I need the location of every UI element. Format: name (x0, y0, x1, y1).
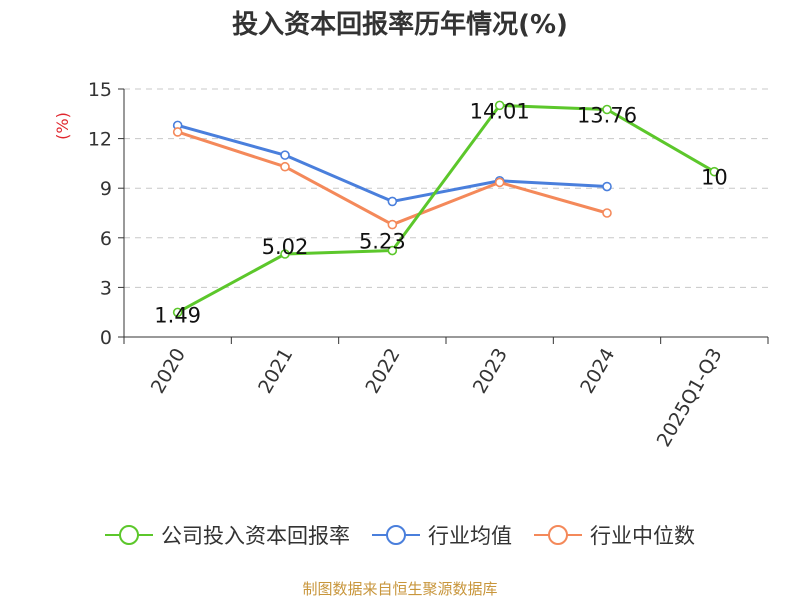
x-tick-label: 2025Q1-Q3 (653, 345, 727, 451)
legend-item[interactable]: 行业中位数 (534, 520, 695, 550)
y-tick-label: 9 (100, 178, 112, 200)
series-line (176, 103, 716, 314)
data-point (387, 219, 398, 230)
legend: 公司投入资本回报率 行业均值 行业中位数 (0, 520, 800, 550)
x-tick-label: 2023 (469, 344, 512, 397)
data-label: 10 (701, 166, 728, 190)
data-point (280, 161, 290, 172)
legend-label: 行业中位数 (590, 524, 695, 548)
legend-label: 行业均值 (428, 524, 512, 548)
data-point (709, 166, 720, 177)
y-tick-label: 15 (88, 79, 112, 101)
data-point (280, 249, 290, 259)
data-point (387, 245, 398, 256)
data-point (172, 127, 183, 137)
data-point (602, 208, 612, 218)
gridlines (124, 88, 768, 288)
x-tick-label: 2022 (361, 345, 404, 398)
data-point (602, 181, 612, 192)
data-labels: 1.49 5.02 5.23 14.01 13.76 10 (154, 99, 727, 327)
data-point (602, 104, 612, 115)
data-label: 5.02 (262, 235, 309, 259)
series (172, 100, 720, 318)
data-point (494, 177, 505, 188)
y-tick-label: 6 (100, 228, 112, 250)
y-tick-label: 0 (100, 327, 112, 349)
x-tick-label: 2024 (576, 345, 619, 398)
y-axis-label: (%) (53, 112, 72, 140)
source-note: 制图数据来自恒生聚源数据库 (302, 580, 498, 598)
legend-marker-icon (372, 525, 420, 545)
series-line (177, 130, 608, 227)
data-label: 13.76 (577, 104, 637, 128)
data-label: 1.49 (154, 303, 201, 327)
data-point (280, 150, 290, 160)
data-label: 5.23 (359, 230, 406, 254)
data-point (172, 307, 183, 318)
legend-item[interactable]: 公司投入资本回报率 (105, 520, 350, 550)
legend-label: 公司投入资本回报率 (161, 524, 350, 548)
series-line (177, 123, 608, 203)
data-point (494, 100, 505, 111)
legend-marker-icon (105, 525, 153, 545)
chart-title: 投入资本回报率历年情况(%) (232, 10, 568, 40)
y-tick-label: 12 (88, 129, 112, 151)
legend-marker-icon (534, 525, 582, 545)
x-tick-label: 2021 (254, 345, 297, 398)
axes: 0 3 6 9 12 15 2020 2021 2022 2023 2024 2025Q1-Q3 (%) (53, 79, 769, 451)
y-tick-label: 3 (100, 277, 112, 299)
data-label: 14.01 (470, 99, 530, 123)
legend-item[interactable]: 行业均值 (372, 520, 512, 550)
data-point (387, 196, 398, 207)
x-tick-label: 2020 (147, 345, 190, 398)
